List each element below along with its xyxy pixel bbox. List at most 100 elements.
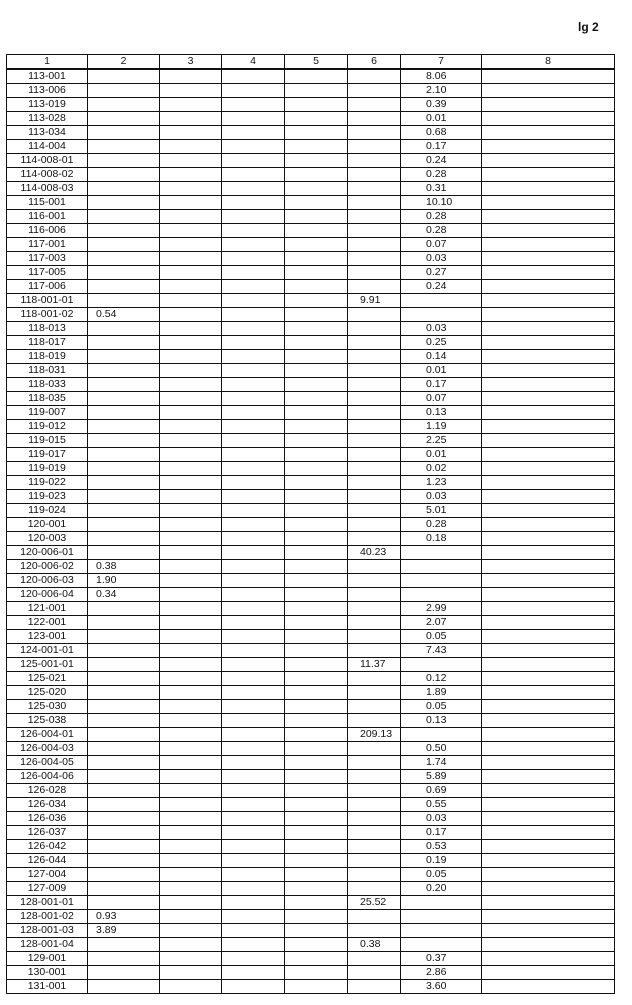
value-cell-col-3 <box>159 881 222 896</box>
value-cell-col-5 <box>284 405 348 420</box>
value-cell-col-4 <box>221 657 285 672</box>
row-id-cell: 120-006-01 <box>6 545 88 560</box>
value-cell-col-5 <box>284 573 348 588</box>
value-cell-col-8 <box>481 587 615 602</box>
table-row: 125-038 0.13 <box>6 713 615 728</box>
value-cell-col-4 <box>221 615 285 630</box>
value-cell-col-7: 3.60 <box>400 979 482 994</box>
value-cell-col-6 <box>347 755 401 770</box>
value-cell-col-3 <box>159 223 222 238</box>
row-id-cell: 128-001-02 <box>6 909 88 924</box>
value-cell-col-8 <box>481 209 615 224</box>
column-header-4: 4 <box>221 54 285 70</box>
table-row: 120-001 0.28 <box>6 517 615 532</box>
value-cell-col-5 <box>284 979 348 994</box>
value-cell-col-5 <box>284 419 348 434</box>
value-cell-col-4 <box>221 209 285 224</box>
column-header-1: 1 <box>6 54 88 70</box>
table-row: 118-017 0.25 <box>6 335 615 350</box>
row-id-cell: 127-004 <box>6 867 88 882</box>
value-cell-col-8 <box>481 405 615 420</box>
value-cell-col-2 <box>87 951 160 966</box>
value-cell-col-3 <box>159 321 222 336</box>
value-cell-col-8 <box>481 559 615 574</box>
value-cell-col-8 <box>481 769 615 784</box>
value-cell-col-4 <box>221 181 285 196</box>
value-cell-col-8 <box>481 265 615 280</box>
value-cell-col-6 <box>347 363 401 378</box>
value-cell-col-7: 0.24 <box>400 279 482 294</box>
value-cell-col-3 <box>159 517 222 532</box>
value-cell-col-6 <box>347 251 401 266</box>
row-id-cell: 116-006 <box>6 223 88 238</box>
row-id-cell: 126-028 <box>6 783 88 798</box>
value-cell-col-2 <box>87 125 160 140</box>
table-row: 126-028 0.69 <box>6 783 615 798</box>
value-cell-col-5 <box>284 923 348 938</box>
table-row: 119-024 5.01 <box>6 503 615 518</box>
value-cell-col-3 <box>159 531 222 546</box>
value-cell-col-8 <box>481 713 615 728</box>
value-cell-col-5 <box>284 377 348 392</box>
value-cell-col-5 <box>284 825 348 840</box>
value-cell-col-2 <box>87 265 160 280</box>
value-cell-col-7: 0.20 <box>400 881 482 896</box>
row-id-cell: 125-020 <box>6 685 88 700</box>
value-cell-col-5 <box>284 68 348 84</box>
value-cell-col-3 <box>159 265 222 280</box>
value-cell-col-2 <box>87 517 160 532</box>
value-cell-col-6 <box>347 68 401 84</box>
value-cell-col-7: 0.13 <box>400 713 482 728</box>
value-cell-col-6 <box>347 83 401 98</box>
value-cell-col-7 <box>400 895 482 910</box>
value-cell-col-2 <box>87 783 160 798</box>
table-row: 119-023 0.03 <box>6 489 615 504</box>
value-cell-col-6 <box>347 881 401 896</box>
value-cell-col-6 <box>347 419 401 434</box>
value-cell-col-4 <box>221 321 285 336</box>
value-cell-col-6 <box>347 867 401 882</box>
value-cell-col-7: 0.24 <box>400 153 482 168</box>
value-cell-col-7: 10.10 <box>400 195 482 210</box>
value-cell-col-7: 0.01 <box>400 447 482 462</box>
value-cell-col-4 <box>221 937 285 952</box>
value-cell-col-7: 0.28 <box>400 167 482 182</box>
table-row: 114-008-01 0.24 <box>6 153 615 168</box>
value-cell-col-2 <box>87 391 160 406</box>
value-cell-col-4 <box>221 811 285 826</box>
value-cell-col-3 <box>159 125 222 140</box>
row-id-cell: 119-017 <box>6 447 88 462</box>
value-cell-col-7: 0.03 <box>400 489 482 504</box>
value-cell-col-3 <box>159 769 222 784</box>
value-cell-col-2 <box>87 153 160 168</box>
value-cell-col-8 <box>481 531 615 546</box>
row-id-cell: 125-030 <box>6 699 88 714</box>
value-cell-col-4 <box>221 755 285 770</box>
value-cell-col-5 <box>284 783 348 798</box>
value-cell-col-5 <box>284 741 348 756</box>
value-cell-col-8 <box>481 419 615 434</box>
value-cell-col-5 <box>284 601 348 616</box>
value-cell-col-4 <box>221 447 285 462</box>
value-cell-col-8 <box>481 139 615 154</box>
value-cell-col-6 <box>347 587 401 602</box>
table-row: 128-001-03 3.89 <box>6 923 615 938</box>
table-row: 126-044 0.19 <box>6 853 615 868</box>
value-cell-col-7: 0.37 <box>400 951 482 966</box>
table-row: 118-001-01 9.91 <box>6 293 615 308</box>
value-cell-col-2 <box>87 979 160 994</box>
value-cell-col-2 <box>87 475 160 490</box>
value-cell-col-2 <box>87 377 160 392</box>
value-cell-col-6 <box>347 979 401 994</box>
value-cell-col-2: 0.93 <box>87 909 160 924</box>
value-cell-col-6 <box>347 573 401 588</box>
value-cell-col-5 <box>284 489 348 504</box>
value-cell-col-6 <box>347 615 401 630</box>
table-row: 126-042 0.53 <box>6 839 615 854</box>
row-id-cell: 114-008-02 <box>6 167 88 182</box>
value-cell-col-2 <box>87 741 160 756</box>
value-cell-col-6 <box>347 349 401 364</box>
row-id-cell: 120-001 <box>6 517 88 532</box>
value-cell-col-4 <box>221 419 285 434</box>
value-cell-col-2 <box>87 811 160 826</box>
